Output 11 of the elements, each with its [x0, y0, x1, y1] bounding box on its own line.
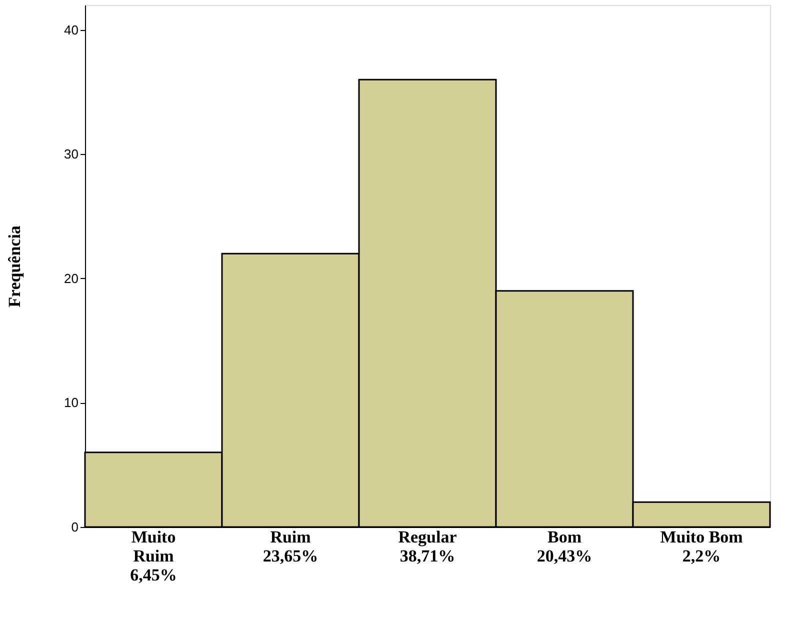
x-tick-label: Ruim 23,65%: [262, 528, 318, 566]
y-axis-title: Frequência: [5, 225, 24, 308]
y-tick-label: 30: [64, 146, 78, 162]
y-tick-label: 10: [64, 395, 78, 410]
x-tick-label: Bom 20,43%: [536, 528, 592, 566]
x-tick-label: Muito Bom 2,2%: [660, 528, 743, 566]
x-tick-label: Muito Ruim 6,45%: [130, 528, 177, 584]
y-tick-label: 0: [71, 520, 78, 534]
y-tick-label: 40: [64, 22, 78, 38]
y-tick-label: 20: [64, 270, 78, 286]
x-tick-label: Regular 38,71%: [398, 528, 458, 566]
